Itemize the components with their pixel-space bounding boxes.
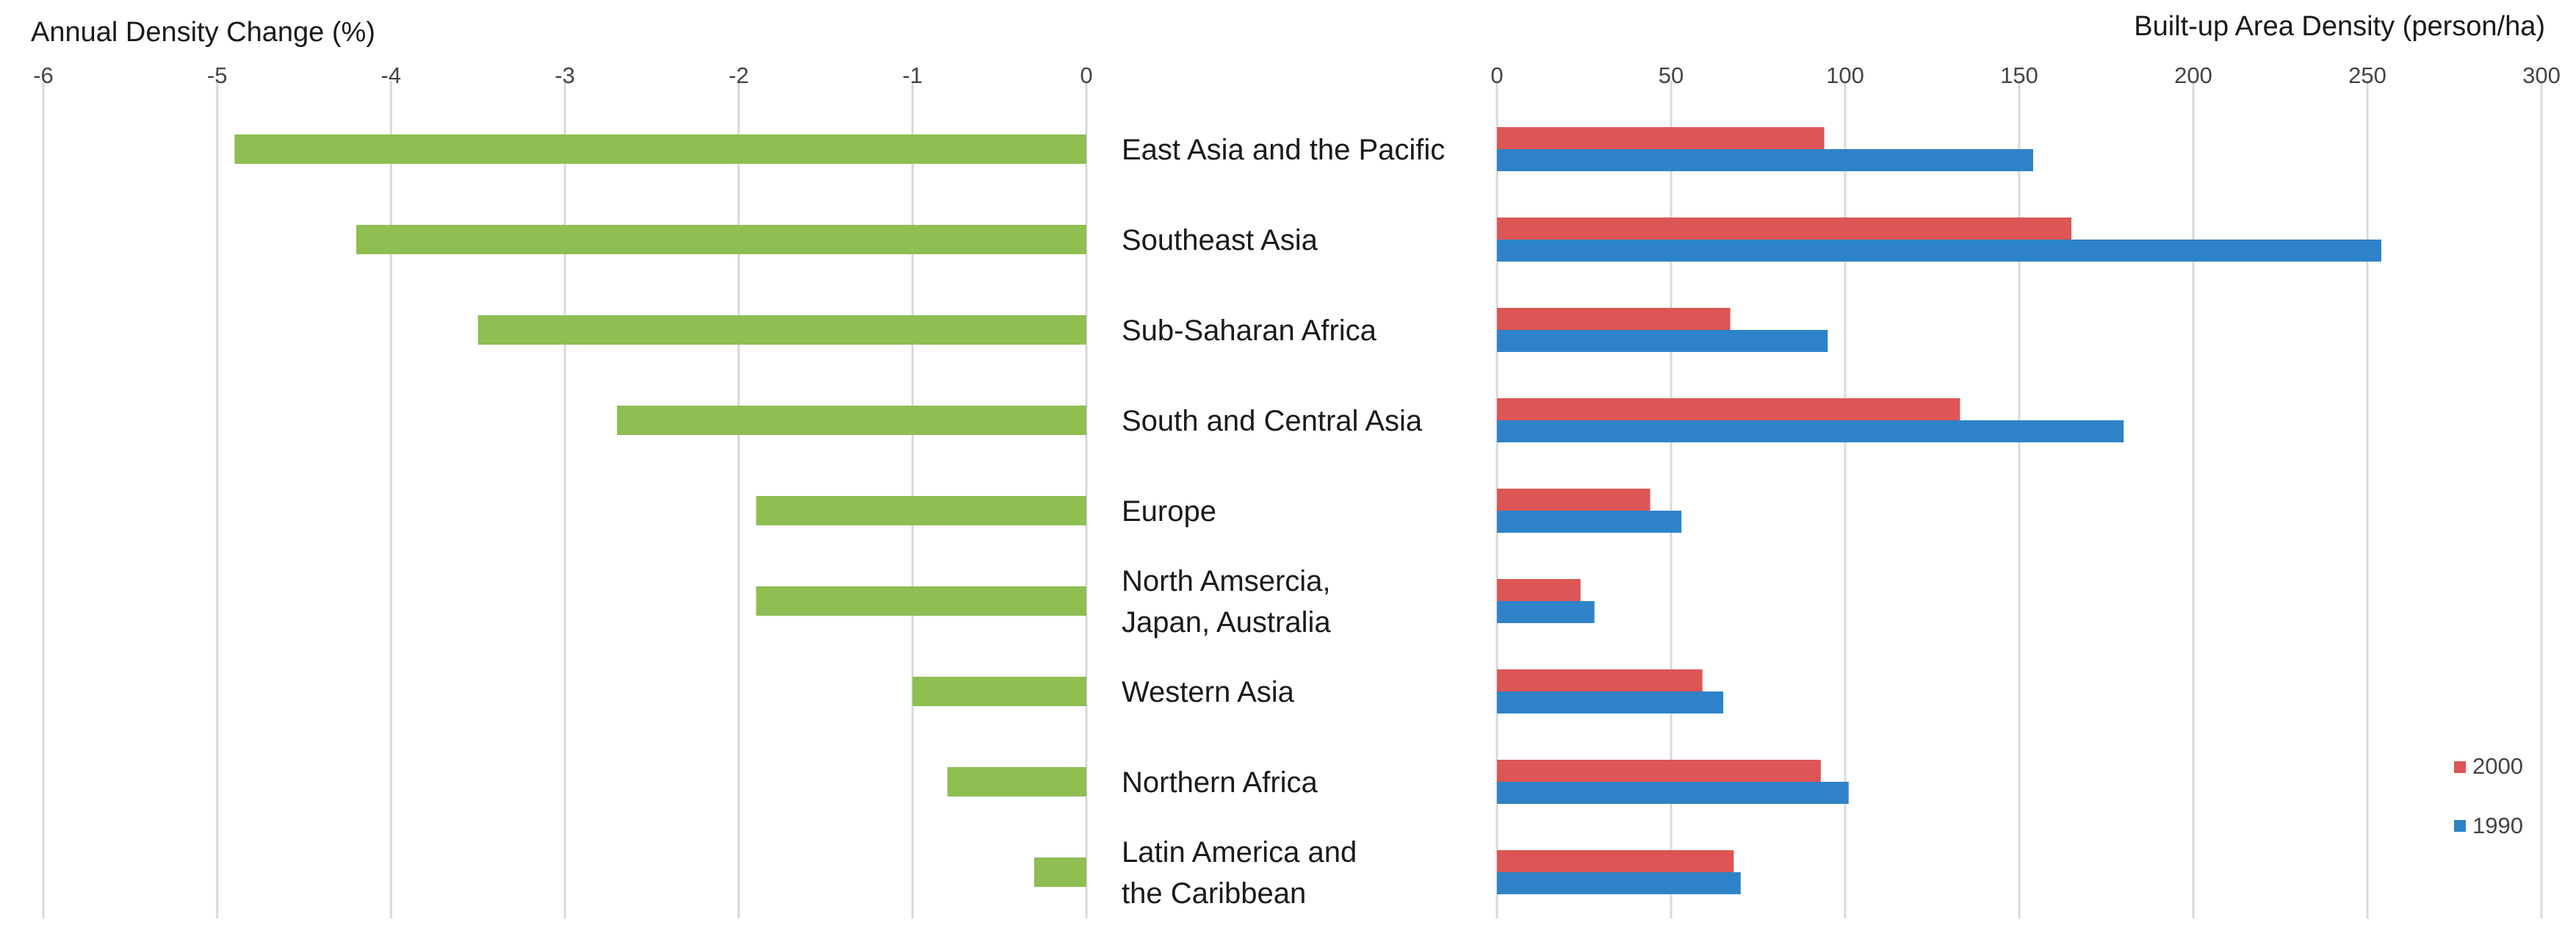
left-bars: [234, 134, 1086, 887]
category-label: Europe: [1122, 495, 1216, 528]
category-label: Japan, Australia: [1122, 606, 1331, 639]
right-tick-label: 200: [2174, 62, 2212, 88]
category-label: Sub-Saharan Africa: [1122, 314, 1377, 347]
category-labels: East Asia and the Pacific Southeast Asia S…: [1122, 134, 1445, 910]
bar-2000: [1497, 308, 1731, 330]
legend-label-1990: 1990: [2472, 813, 2523, 838]
right-tick-label: 300: [2522, 62, 2561, 88]
bar-2000: [1497, 669, 1703, 691]
category-label: South and Central Asia: [1122, 405, 1423, 437]
bar-1990: [1497, 330, 1828, 352]
bar-2000: [1497, 760, 1821, 782]
bar-2000: [1497, 217, 2072, 240]
bar-1990: [1497, 149, 2033, 171]
right-bars: [1497, 127, 2381, 894]
bar-1990: [1497, 691, 1724, 713]
bar-2000: [1497, 398, 1960, 420]
left-tick-label: -5: [207, 62, 228, 88]
bar-1990: [1497, 240, 2381, 262]
left-bar: [756, 586, 1086, 616]
bar-1990: [1497, 511, 1682, 533]
left-bar: [617, 406, 1086, 435]
left-bar: [756, 496, 1086, 525]
category-label: Southeast Asia: [1122, 224, 1318, 256]
left-tick-label: 0: [1080, 62, 1092, 88]
bar-2000: [1497, 579, 1581, 601]
category-label: Latin America and: [1122, 836, 1357, 869]
left-bar: [947, 767, 1086, 797]
bar-2000: [1497, 489, 1650, 511]
bar-1990: [1497, 420, 2124, 442]
legend-label-2000: 2000: [2472, 753, 2523, 779]
bar-2000: [1497, 850, 1734, 872]
left-bar: [234, 134, 1086, 164]
category-label: the Caribbean: [1122, 877, 1306, 910]
left-tick-label: -3: [555, 62, 575, 88]
legend-swatch-1990: [2454, 820, 2466, 832]
left-chart-title: Annual Density Change (%): [31, 17, 375, 48]
category-label: East Asia and the Pacific: [1122, 134, 1445, 166]
right-tick-label: 50: [1659, 62, 1684, 88]
left-tick-label: -6: [33, 62, 54, 88]
right-tick-label: 100: [1826, 62, 1864, 88]
right-tick-labels: 0 50 100 150 200 250 300: [1490, 62, 2560, 88]
left-bar: [912, 677, 1086, 706]
category-label: Western Asia: [1122, 676, 1295, 708]
bar-1990: [1497, 601, 1595, 623]
legend: 2000 1990: [2454, 753, 2523, 838]
right-tick-label: 0: [1490, 62, 1503, 88]
left-bar: [356, 225, 1086, 254]
left-tick-label: -1: [903, 62, 923, 88]
bar-2000: [1497, 127, 1825, 149]
category-label: North Amsercia,: [1122, 565, 1331, 597]
category-label: Northern Africa: [1122, 766, 1318, 799]
left-tick-label: -4: [381, 62, 402, 88]
left-tick-label: -2: [729, 62, 749, 88]
right-tick-label: 150: [2000, 62, 2038, 88]
legend-swatch-2000: [2454, 761, 2466, 773]
left-bar: [477, 315, 1086, 345]
right-tick-label: 250: [2348, 62, 2386, 88]
left-bar: [1034, 857, 1086, 887]
right-chart-title: Built-up Area Density (person/ha): [2134, 11, 2545, 42]
left-tick-labels: -6 -5 -4 -3 -2 -1 0: [33, 62, 1092, 88]
bar-1990: [1497, 782, 1849, 804]
bar-1990: [1497, 872, 1741, 894]
